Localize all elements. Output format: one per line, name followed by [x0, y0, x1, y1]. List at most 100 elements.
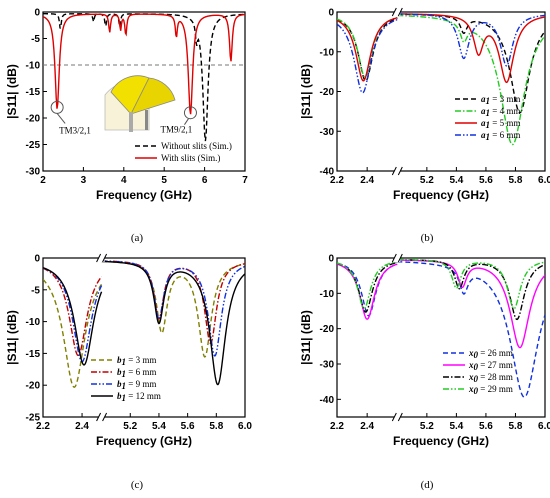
series-line [43, 260, 245, 357]
axis-break-gap [394, 167, 401, 175]
legend-label: x0 = 29 mm [468, 384, 513, 396]
annotation-leader [184, 118, 189, 125]
x-tick-label: 6 [202, 175, 208, 186]
x-axis-label: Frequency (GHz) [96, 188, 192, 202]
x-tick-label: 3 [81, 175, 87, 186]
legend-label: With slits (Sim.) [161, 153, 220, 163]
y-axis-label: |S11| (dB) [5, 64, 19, 119]
legend-label: Without slits (Sim.) [161, 141, 232, 151]
legend-label: a1 = 4 mm [481, 106, 520, 118]
legend-label: x0 = 28 mm [468, 372, 513, 384]
y-tick-label: -25 [26, 140, 41, 151]
panel-caption: (d) [421, 479, 434, 491]
series-line [43, 260, 245, 388]
x-tick-label: 5.8 [509, 421, 523, 432]
series-line [43, 260, 245, 363]
series-line [337, 13, 545, 84]
legend-label: x0 = 26 mm [468, 348, 513, 360]
axis-break-mark [96, 253, 102, 263]
annotation-label: TM3/2,1 [59, 125, 91, 135]
series-line [337, 259, 545, 349]
panel-caption: (a) [131, 232, 144, 244]
legend-label: b1 = 6 mm [117, 367, 156, 379]
x-tick-label: 5.4 [449, 175, 463, 186]
y-tick-label: 0 [328, 254, 334, 265]
x-tick-label: 2.2 [330, 421, 344, 432]
legend-label: x0 = 27 mm [468, 360, 513, 372]
legend-label: a1 = 6 mm [481, 130, 520, 142]
y-tick-label: -5 [31, 285, 40, 296]
y-tick-label: -15 [26, 349, 41, 360]
axis-break-gap [98, 413, 105, 421]
x-axis-label: Frequency (GHz) [393, 188, 489, 202]
x-tick-label: 5.2 [420, 421, 434, 432]
axis-break-gap [394, 413, 401, 421]
y-axis-label: |S11| (dB) [299, 310, 313, 365]
x-tick-label: 2.2 [36, 421, 50, 432]
axis-break-mark [397, 166, 403, 176]
x-axis-label: Frequency (GHz) [96, 434, 192, 448]
y-tick-label: -10 [320, 289, 335, 300]
legend-label: b1 = 9 mm [117, 379, 156, 391]
y-tick-label: -40 [320, 167, 335, 178]
legend-label: a1 = 3 mm [481, 94, 520, 106]
y-tick-label: 0 [34, 254, 40, 265]
y-tick-label: -30 [320, 360, 335, 371]
x-tick-label: 2.2 [330, 175, 344, 186]
y-axis-label: |S11| (dB) [5, 310, 19, 365]
panel-caption: (c) [131, 479, 144, 491]
x-tick-label: 5.8 [209, 421, 223, 432]
y-tick-label: -5 [31, 34, 40, 45]
y-tick-label: 0 [34, 8, 40, 19]
x-tick-label: 6.0 [538, 421, 550, 432]
chart-panel-a: 0 -5 -10 -15 -20 -25 -302 3 4 5 6 7 Frequency (GHz) |… [5, 8, 248, 245]
axis-break-gap [394, 8, 401, 16]
mode-marker-circle [183, 106, 197, 120]
antenna-patch-icon [110, 75, 150, 115]
axis-break-gap [98, 254, 105, 262]
x-tick-label: 7 [242, 175, 248, 186]
x-tick-label: 6.0 [238, 421, 252, 432]
series-line [43, 13, 245, 115]
series-line [337, 258, 545, 321]
y-tick-label: -10 [26, 317, 41, 328]
axis-break-mark [102, 253, 108, 263]
y-tick-label: -20 [320, 87, 335, 98]
chart-panel-d: 0 -10 -20 -30 -40 2.2 2.4 5.2 5.4 5.6 5.8 6.0 Freque… [299, 254, 550, 492]
y-tick-label: -25 [26, 413, 41, 424]
y-tick-label: -30 [320, 127, 335, 138]
annotation-leader [56, 113, 66, 124]
y-tick-label: -10 [320, 47, 335, 58]
axis-break-mark [391, 7, 397, 17]
series-line [337, 258, 545, 310]
x-tick-label: 5.6 [479, 421, 493, 432]
x-tick-label: 5.2 [420, 175, 434, 186]
axis-break-mark [391, 253, 397, 263]
x-tick-label: 4 [121, 175, 127, 186]
y-tick-label: -10 [26, 61, 41, 72]
plot-frame [42, 257, 246, 418]
axis-break-mark [397, 253, 403, 263]
y-tick-label: -15 [26, 87, 41, 98]
x-tick-label: 6.0 [538, 175, 550, 186]
x-tick-label: 2.4 [360, 175, 374, 186]
feed-line-icon [129, 112, 133, 132]
axis-break-gap [394, 254, 401, 262]
x-tick-label: 5.4 [449, 421, 463, 432]
x-tick-label: 5.8 [509, 175, 523, 186]
axis-break-mark [397, 412, 403, 422]
x-tick-label: 2 [40, 175, 46, 186]
axis-break-mark [397, 7, 403, 17]
axis-break-mark [391, 412, 397, 422]
x-axis-label: Frequency (GHz) [393, 434, 489, 448]
annotation-label: TM9/2,1 [160, 125, 192, 135]
y-tick-label: -20 [320, 324, 335, 335]
axis-break-mark [391, 166, 397, 176]
x-tick-label: 5.2 [123, 421, 137, 432]
y-tick-label: -20 [26, 114, 41, 125]
panel-caption: (b) [421, 232, 434, 244]
feed-line-icon [145, 110, 148, 130]
series-line [337, 13, 545, 94]
y-tick-label: -20 [26, 381, 41, 392]
